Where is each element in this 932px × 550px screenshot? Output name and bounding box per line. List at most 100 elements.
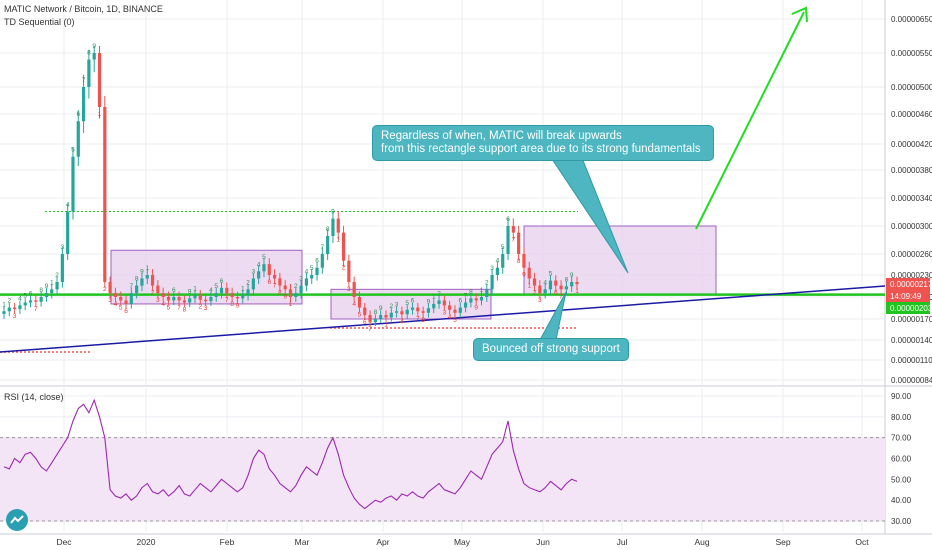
td-count-label: 2 [294,283,298,290]
price-tick-label: 0.00000230 [891,271,932,280]
price-tick-label: 0.00000140 [891,336,932,345]
td-count-label: 7 [464,293,468,300]
candle-body [532,278,537,286]
price-axis[interactable]: 0.00000650 0.00000550 0.00000500 0.00000460… [891,15,932,385]
td-count-label: 2 [103,286,107,293]
candle-body [113,293,118,297]
td-count-label: 4 [161,301,165,308]
candle-body [150,275,155,286]
rsi-line [3,398,578,510]
candle-body [262,264,266,272]
candle-body [320,254,324,268]
symbol-title[interactable]: MATIC Network / Bitcoin, 1D, BINANCE [4,4,163,14]
tradingview-logo[interactable] [6,509,28,531]
candle-body [490,275,494,290]
callout-top-line-2: from this rectangle support area due to … [381,143,701,155]
candle-body [230,293,234,297]
td-count-label: 8 [374,309,378,316]
candle-body [495,267,500,275]
td-count-label: 8 [469,288,473,295]
td-count-label: 5 [501,244,505,251]
candle-body [81,87,86,122]
rsi-tick-label: 30.00 [891,517,912,526]
candle-body [219,287,224,294]
td-count-label: 8 [421,317,425,324]
candle-body [241,295,245,299]
rsi-tick-label: 60.00 [891,455,912,464]
last-price-tag: 0.00000217 [890,280,932,289]
td-count-label: 7 [559,293,563,300]
td-count-label: 3 [156,297,160,304]
candle-body [336,218,340,233]
td-count-label: 6 [76,111,80,118]
time-axis[interactable]: Dec 2020 Feb Mar Apr May Jun Jul Aug Sep Oct [56,537,869,547]
td-count-label: 2 [437,290,441,297]
td-count-label: 5 [549,271,553,278]
candle-body [437,300,441,304]
candle-body [60,254,64,282]
candle-body [543,289,547,294]
candle-body [209,297,213,302]
candle-body [421,311,425,313]
candle-body [575,281,579,285]
time-tick-label: Dec [56,537,72,547]
td-count-label: 3 [252,268,256,275]
candle-body [363,307,367,316]
candle-body [294,293,298,297]
rsi-axis[interactable]: 90.00 80.00 70.00 60.00 50.00 40.00 30.00 [891,392,912,526]
td-count-label: 2 [246,279,250,286]
candle-body [384,315,388,318]
candle-body [188,298,192,303]
td-count-label: 4 [448,314,452,321]
td-count-label: 6 [458,298,462,305]
candle-body [119,297,123,301]
breakout-arrow [695,11,805,230]
candle-body [257,271,261,279]
td-count-label: 8 [565,276,569,283]
td-count-label: 7 [512,237,516,244]
candle-body [479,297,484,301]
candle-body [135,285,139,294]
callout-bottom[interactable]: Bounced off strong support [473,338,629,361]
td-count-label: 7 [368,326,372,333]
candle-body [225,287,229,294]
td-count-label: 9 [331,209,335,216]
td-count-label: 2 [342,265,346,272]
td-count-label: 1 [575,288,579,295]
td-count-label: 4 [400,318,404,325]
candle-body [564,286,568,290]
time-tick-label: Mar [295,537,310,547]
time-tick-label: 2020 [137,537,156,547]
candle-body [432,303,436,309]
candle-body [379,315,383,319]
callout-top[interactable]: Regardless of when, MATIC will break upw… [372,125,714,161]
candle-body [76,121,80,157]
candle-body [28,300,33,303]
candle-body [538,285,542,294]
candle-body [453,309,457,313]
candle-body [272,275,277,279]
candle-body [34,300,38,302]
time-tick-label: Jun [536,537,550,547]
td-count-label: 4 [543,279,547,286]
rsi-title[interactable]: RSI (14, close) [4,392,64,402]
td-count-label: 4 [305,268,309,275]
candle-body [44,293,49,297]
candle-body [426,308,431,313]
candle-body [347,260,351,282]
indicator-title[interactable]: TD Sequential (0) [4,17,75,27]
td-count-label: 4 [114,301,118,308]
candle-body [326,236,330,254]
td-count-label: 7 [273,282,277,289]
candle-body [315,267,319,275]
rsi-tick-label: 40.00 [891,496,912,505]
time-tick-label: Sep [775,537,790,547]
candle-body [400,311,404,315]
td-count-label: 6 [554,290,558,297]
candle-body [283,285,287,290]
td-count-label: 4 [352,301,356,308]
td-count-label: 3 [61,244,65,251]
td-count-label: 7 [321,244,325,251]
td-count-label: 6 [29,290,33,297]
